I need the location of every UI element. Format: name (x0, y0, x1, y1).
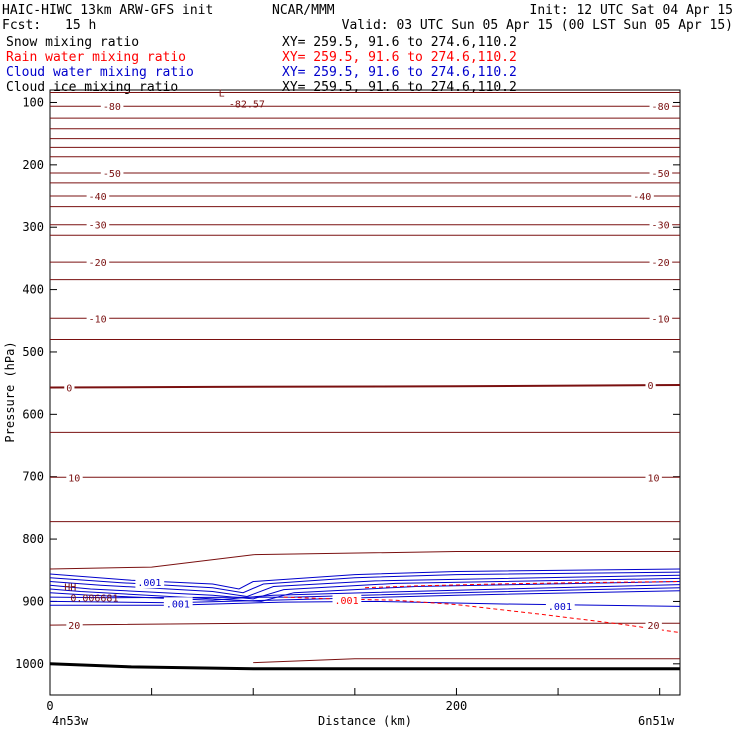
contour-lines (50, 92, 680, 671)
isotherm-label-bg (649, 100, 673, 113)
isotherm-label-bg (100, 100, 124, 113)
extremum-label: -82.57 (229, 100, 265, 111)
cloud-water-contour (50, 581, 680, 602)
cloud-water-contour (50, 590, 680, 604)
isotherm-label: -40 (89, 192, 107, 203)
field-name: Rain water mixing ratio (6, 50, 186, 65)
isotherm-label-bg (645, 379, 656, 392)
cloud-water-label: .001 (548, 602, 572, 613)
isotherm-label-bg (66, 471, 83, 484)
temperature-isotherm (253, 658, 680, 664)
isotherm-label: -20 (89, 258, 107, 269)
y-tick-label: 400 (22, 283, 44, 297)
x-right-endpoint: 6n51w (638, 714, 675, 728)
x-axis-title: Distance (km) (318, 714, 412, 728)
y-tick-label: 200 (22, 158, 44, 172)
isotherm-label: -50 (652, 169, 670, 180)
isotherm-label-bg (631, 190, 654, 203)
institution-label: NCAR/MMM (272, 3, 335, 18)
cloud-water-contour (50, 577, 680, 600)
ground-surface-line (50, 662, 680, 671)
isotherm-label: -80 (103, 102, 121, 113)
chart-title: HAIC-HIWC 13km ARW-GFS init (2, 3, 213, 18)
isotherm-label: -80 (652, 102, 670, 113)
isotherm-label: -40 (633, 192, 651, 203)
cloud-water-contour (50, 600, 680, 607)
isotherm-label-bg (86, 312, 110, 325)
isotherm-label-bg (645, 619, 662, 632)
isotherm-label-bg (86, 256, 110, 269)
x-tick-label: 200 (446, 699, 468, 713)
field-xy-range: XY= 259.5, 91.6 to 274.6,110.2 (282, 35, 517, 50)
field-legend: Snow mixing ratio XY= 259.5, 91.6 to 274.… (6, 35, 517, 95)
cloud-water-label-bg (163, 597, 193, 610)
isotherm-label-bg (86, 190, 110, 203)
temperature-isotherm (50, 622, 680, 626)
y-tick-label: 700 (22, 470, 44, 484)
isotherm-label-bg (649, 256, 673, 269)
isotherm-label: 20 (68, 621, 80, 632)
field-xy-range: XY= 259.5, 91.6 to 274.6,110.2 (282, 50, 517, 65)
extremum-label: 0.006681 (70, 594, 118, 605)
cloud-water-label-bg (545, 599, 575, 612)
field-name: Cloud ice mixing ratio (6, 80, 178, 95)
cloud-water-label-bg (135, 576, 165, 589)
forecast-hour: 15 h (65, 18, 96, 33)
y-tick-label: 500 (22, 345, 44, 359)
field-xy-range: XY= 259.5, 91.6 to 274.6,110.2 (282, 65, 517, 80)
isotherm-label-bg (64, 381, 75, 394)
init-time: Init: 12 UTC Sat 04 Apr 15 (530, 3, 734, 18)
y-tick-label: 100 (22, 95, 44, 109)
y-tick-label: 600 (22, 407, 44, 421)
y-axis-title: Pressure (hPa) (3, 341, 17, 442)
isotherm-label-bg (649, 312, 673, 325)
isotherm-label-bg (649, 166, 673, 179)
isotherm-label: -50 (103, 169, 121, 180)
isotherm-label: -20 (652, 258, 670, 269)
isotherm-label-bg (649, 218, 673, 231)
extremum-label: L (219, 88, 225, 99)
temperature-isotherm (50, 384, 680, 389)
plot-frame (49, 89, 681, 696)
valid-time: Valid: 03 UTC Sun 05 Apr 15 (00 LST Sun … (342, 18, 733, 33)
y-tick-label: 900 (22, 594, 44, 608)
isotherm-label: 0 (66, 384, 72, 395)
forecast-label: Fcst: (2, 18, 41, 33)
cloud-water-label: .001 (137, 578, 161, 589)
x-left-endpoint: 4n53w (52, 714, 89, 728)
isotherm-label-bg (645, 471, 662, 484)
field-name: Snow mixing ratio (6, 35, 139, 50)
isotherm-label: -30 (89, 221, 107, 232)
field-name: Cloud water mixing ratio (6, 65, 194, 80)
isotherm-label-bg (66, 619, 83, 632)
isotherm-label-bg (86, 218, 110, 231)
isotherm-label: -30 (652, 221, 670, 232)
cloud-water-contour (50, 574, 680, 598)
rain-water-label: .001 (335, 596, 359, 607)
isotherm-label-bg (100, 166, 124, 179)
rain-water-contour (364, 581, 680, 589)
x-tick-label: 0 (46, 699, 53, 713)
temperature-isotherm (50, 551, 680, 570)
isotherm-label: -10 (89, 314, 107, 325)
cloud-water-label: .001 (166, 599, 190, 610)
field-xy-range: XY= 259.5, 91.6 to 274.6,110.2 (282, 80, 517, 95)
isotherm-label: -10 (652, 314, 670, 325)
isotherm-label: 10 (647, 473, 659, 484)
rain-water-label-bg (332, 594, 362, 607)
isotherm-label: 0 (647, 381, 653, 392)
isotherm-label: 10 (68, 473, 80, 484)
isotherm-label: 20 (647, 621, 659, 632)
y-tick-label: 300 (22, 220, 44, 234)
y-tick-label: 1000 (15, 657, 44, 671)
y-tick-label: 800 (22, 532, 44, 546)
extremum-label: HH (64, 582, 76, 593)
